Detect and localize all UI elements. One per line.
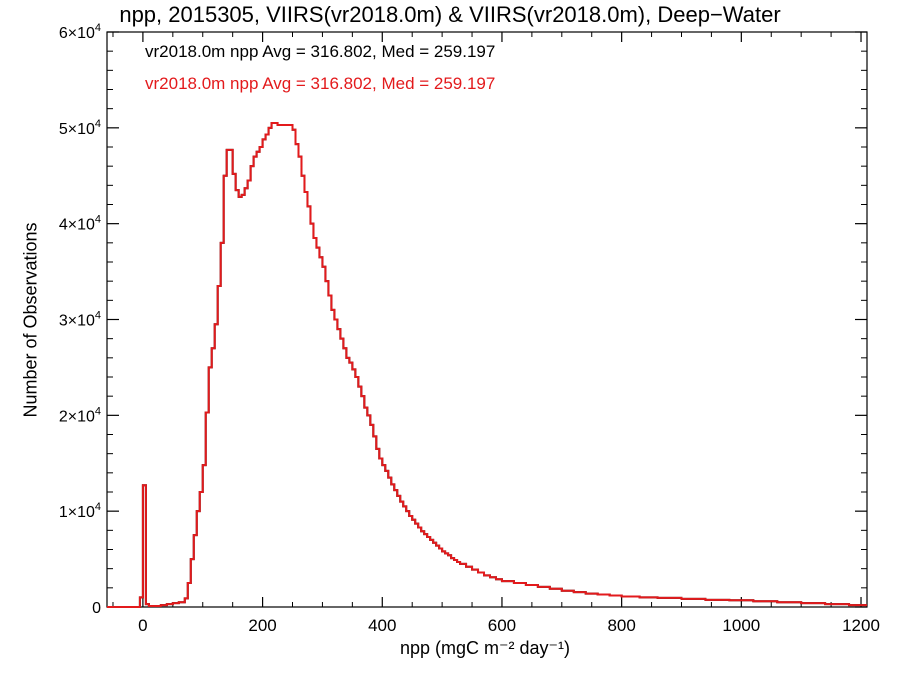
histogram-series-black <box>107 122 867 608</box>
chart-title: npp, 2015305, VIIRS(vr2018.0m) & VIIRS(v… <box>119 2 781 27</box>
y-tick-label: 0 <box>92 600 101 617</box>
axis-tick-labels: 0 200 400 600 800 1000 1200 0 1×104 2×104 3×104 4×1… <box>59 22 880 635</box>
histogram-series-red <box>107 122 867 608</box>
x-tick-label: 400 <box>368 616 396 635</box>
y-tick-label: 1×104 <box>59 501 101 521</box>
y-tick-label: 6×104 <box>59 22 101 42</box>
legend-entry-black: vr2018.0m npp Avg = 316.802, Med = 259.1… <box>145 42 496 61</box>
x-tick-label: 0 <box>138 616 147 635</box>
y-tick-label: 4×104 <box>59 214 101 234</box>
y-tick-label: 2×104 <box>59 405 101 425</box>
y-tick-label: 5×104 <box>59 118 101 138</box>
plot-frame <box>106 31 868 608</box>
x-tick-label: 600 <box>488 616 516 635</box>
x-tick-label: 1200 <box>842 616 880 635</box>
axis-ticks <box>107 31 867 608</box>
x-tick-label: 200 <box>248 616 276 635</box>
x-tick-label: 1000 <box>722 616 760 635</box>
legend-entry-red: vr2018.0m npp Avg = 316.802, Med = 259.1… <box>145 74 496 93</box>
x-axis-label: npp (mgC m⁻² day⁻¹) <box>399 638 571 658</box>
x-tick-label: 800 <box>607 616 635 635</box>
y-tick-label: 3×104 <box>59 310 101 330</box>
y-axis-label: Number of Observations <box>20 222 41 418</box>
